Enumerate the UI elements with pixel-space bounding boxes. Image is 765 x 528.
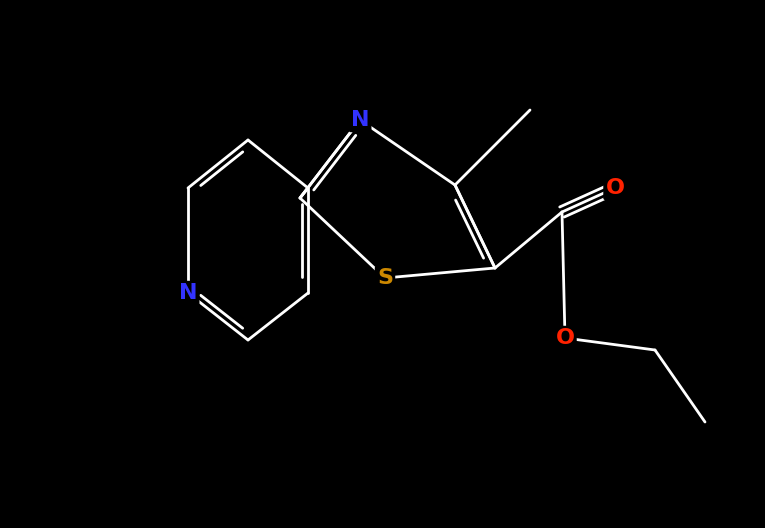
Text: O: O (606, 178, 624, 198)
Text: O: O (606, 178, 624, 198)
Text: O: O (555, 328, 575, 348)
Text: N: N (350, 110, 369, 130)
Text: N: N (179, 283, 197, 303)
Text: N: N (350, 110, 369, 130)
Text: O: O (555, 328, 575, 348)
Text: S: S (377, 268, 393, 288)
Text: N: N (179, 283, 197, 303)
Text: S: S (377, 268, 393, 288)
